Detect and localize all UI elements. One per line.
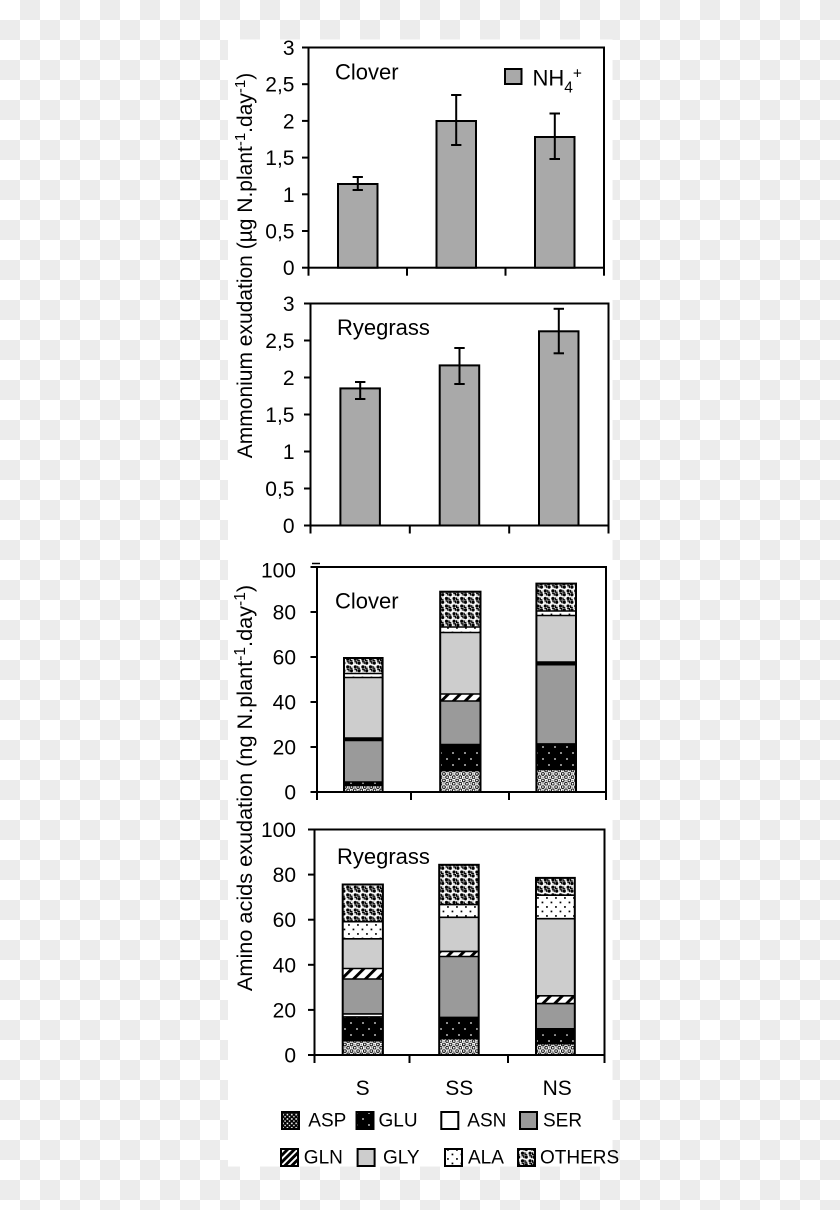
svg-text:1,5: 1,5 [265,404,294,427]
svg-text:60: 60 [273,909,296,932]
svg-text:NS: NS [543,1077,572,1100]
svg-text:80: 80 [273,864,296,887]
svg-text:ASN: ASN [467,1111,506,1132]
svg-text:S: S [356,1077,370,1100]
svg-text:100: 100 [261,819,296,842]
svg-text:0: 0 [283,257,295,280]
svg-text:1,5: 1,5 [265,147,294,170]
svg-text:GLY: GLY [383,1148,420,1169]
svg-text:40: 40 [273,692,296,715]
svg-text:ASP: ASP [308,1111,346,1132]
svg-text:ALA: ALA [468,1148,504,1169]
svg-text:3: 3 [283,293,295,316]
svg-text:SS: SS [445,1077,473,1100]
svg-text:SER: SER [543,1111,582,1132]
svg-text:20: 20 [273,999,296,1022]
svg-text:20: 20 [273,737,296,760]
svg-text:Clover: Clover [335,589,399,614]
svg-text:2,5: 2,5 [265,74,294,97]
svg-text:0: 0 [284,782,296,805]
svg-text:Amino acids exudation (ng N.pl: Amino acids exudation (ng N.plant-1.day-… [232,585,257,991]
svg-text:Clover: Clover [335,60,399,85]
svg-text:0,5: 0,5 [265,221,294,244]
svg-text:2,5: 2,5 [265,330,294,353]
svg-text:GLU: GLU [379,1111,418,1132]
svg-text:60: 60 [273,647,296,670]
svg-text:1: 1 [283,441,295,464]
svg-text:2: 2 [283,110,295,133]
svg-text:1: 1 [283,184,295,207]
svg-text:GLN: GLN [304,1148,343,1169]
svg-text:40: 40 [273,954,296,977]
svg-text:0,5: 0,5 [265,478,294,501]
svg-text:80: 80 [273,602,296,625]
svg-text:3: 3 [283,37,295,60]
svg-text:Ammonium exudation (µg N.plant: Ammonium exudation (µg N.plant-1.day-1) [232,73,257,458]
svg-text:0: 0 [283,515,295,538]
svg-text:OTHERS: OTHERS [540,1148,619,1169]
svg-text:2: 2 [283,367,295,390]
svg-text:Ryegrass: Ryegrass [337,315,430,340]
svg-text:0: 0 [284,1045,296,1068]
svg-text:100: 100 [261,560,296,583]
svg-text:Ryegrass: Ryegrass [337,844,430,869]
